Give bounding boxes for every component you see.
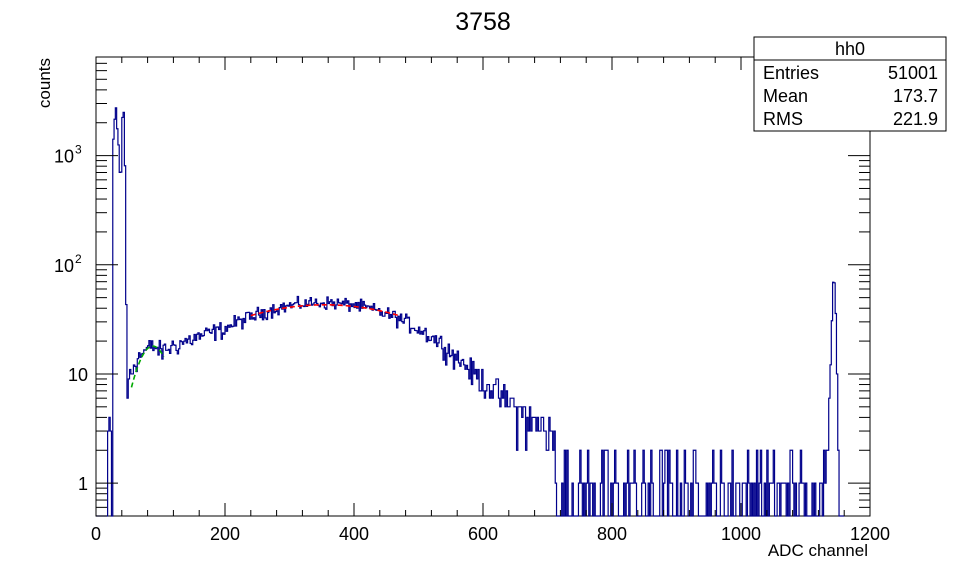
fit-curve-0: [130, 345, 165, 388]
stats-entries-label: Entries: [763, 63, 819, 83]
x-tick-label: 400: [339, 524, 369, 544]
data-layer: [96, 107, 845, 517]
stats-mean-label: Mean: [763, 86, 808, 106]
x-tick-label: 1000: [721, 524, 761, 544]
stats-mean-value: 173.7: [893, 86, 938, 106]
chart-title: 3758: [455, 8, 511, 36]
stats-box: hh0 Entries 51001 Mean 173.7 RMS 221.9: [753, 36, 947, 132]
y-axis-title: counts: [35, 58, 54, 108]
histogram-series-0: [96, 107, 845, 517]
y-tick-exponent: 2: [75, 252, 82, 266]
stats-box-name: hh0: [835, 39, 865, 59]
fit-layer: [130, 303, 400, 388]
stats-box-frame: [753, 36, 947, 132]
x-tick-label: 600: [468, 524, 498, 544]
x-axis: 0 200 400 600 800 1000 1200: [91, 57, 890, 544]
x-axis-title: ADC channel: [768, 541, 868, 560]
stats-rms-value: 221.9: [893, 109, 938, 129]
x-tick-label: 0: [91, 524, 101, 544]
x-tick-label: 800: [597, 524, 627, 544]
y-tick-label: 1: [78, 474, 88, 494]
x-tick-label: 200: [210, 524, 240, 544]
fit-curve-1: [250, 303, 400, 317]
x-tick-label: 1200: [850, 524, 890, 544]
y-tick-label: 10: [54, 147, 74, 167]
y-tick-label: 10: [54, 256, 74, 276]
stats-entries-value: 51001: [888, 63, 938, 83]
stats-rms-label: RMS: [763, 109, 803, 129]
y-tick-exponent: 3: [75, 143, 82, 157]
y-tick-label: 10: [68, 365, 88, 385]
